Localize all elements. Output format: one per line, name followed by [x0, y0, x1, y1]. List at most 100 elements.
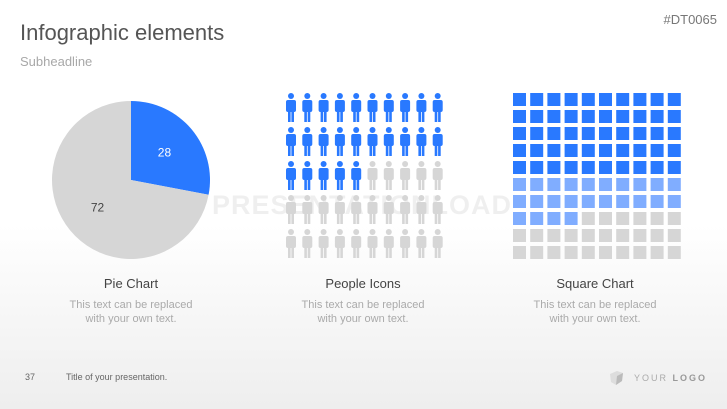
- square-cell: [547, 212, 561, 225]
- logo: YOUR LOGO: [608, 370, 707, 386]
- square-cell: [564, 246, 578, 259]
- square-cell: [530, 127, 544, 140]
- person-icon: [383, 229, 394, 258]
- square-cell: [581, 161, 595, 174]
- square-cell: [581, 195, 595, 208]
- square-cell: [667, 127, 681, 140]
- square-cell: [633, 195, 647, 208]
- square-cell: [530, 195, 544, 208]
- person-icon: [383, 127, 394, 156]
- person-icon: [302, 195, 313, 224]
- square-cell: [633, 161, 647, 174]
- people-icons-chart: [286, 93, 443, 258]
- square-cell: [513, 195, 526, 208]
- square-cell: [530, 93, 544, 106]
- square-cell: [633, 229, 647, 242]
- page-title: Infographic elements: [20, 20, 225, 45]
- person-icon: [383, 195, 394, 224]
- square-cell: [599, 144, 612, 157]
- square-cell: [581, 93, 595, 106]
- square-cell: [667, 212, 681, 225]
- square-cell: [581, 110, 595, 123]
- person-icon: [318, 127, 329, 156]
- square-cell: [616, 144, 630, 157]
- subheadline: Subheadline: [20, 54, 93, 69]
- square-cell: [633, 93, 647, 106]
- square-cell: [581, 178, 595, 191]
- square-cell: [633, 110, 647, 123]
- square-cell: [564, 93, 578, 106]
- person-icon: [351, 127, 362, 156]
- person-icon: [416, 93, 427, 122]
- person-icon: [400, 93, 411, 122]
- square-cell: [513, 127, 526, 140]
- square-cell: [547, 93, 561, 106]
- square-cell: [616, 93, 630, 106]
- square-cell: [633, 127, 647, 140]
- square-cell: [564, 212, 578, 225]
- square-cell: [616, 110, 630, 123]
- square-chart-description: This text can be replaced with your own t…: [533, 299, 657, 325]
- square-cell: [599, 178, 612, 191]
- pie-slice-label: 28: [158, 145, 172, 159]
- square-cell: [564, 110, 578, 123]
- square-chart: [513, 93, 681, 259]
- square-cell: [650, 246, 664, 259]
- square-cell: [650, 144, 664, 157]
- person-icon: [351, 93, 362, 122]
- square-cell: [616, 161, 630, 174]
- square-cell: [513, 212, 526, 225]
- square-cell: [633, 212, 647, 225]
- person-icon: [334, 93, 345, 122]
- square-cell: [530, 144, 544, 157]
- person-icon: [334, 161, 345, 190]
- square-cell: [530, 246, 544, 259]
- pie-chart-description: This text can be replaced with your own t…: [69, 299, 193, 325]
- pie-chart-label: Pie Chart: [103, 276, 159, 291]
- pie-chart: 28 72: [52, 101, 210, 259]
- square-cell: [650, 127, 664, 140]
- square-cell: [599, 110, 612, 123]
- cube-logo-icon: [610, 371, 623, 385]
- square-cell: [633, 178, 647, 191]
- square-cell: [650, 93, 664, 106]
- square-cell: [547, 246, 561, 259]
- square-cell: [513, 246, 526, 259]
- square-cell: [513, 229, 526, 242]
- square-cell: [667, 178, 681, 191]
- square-cell: [616, 127, 630, 140]
- person-icon: [286, 161, 296, 190]
- person-icon: [383, 161, 394, 190]
- pie-slice-label: 72: [91, 201, 105, 215]
- watermark: PRESENTATIONLOAD: [212, 190, 513, 220]
- square-cell: [547, 127, 561, 140]
- person-icon: [351, 229, 362, 258]
- person-icon: [432, 161, 443, 190]
- person-icon: [432, 195, 443, 224]
- square-cell: [564, 144, 578, 157]
- person-icon: [367, 229, 378, 258]
- person-icon: [432, 229, 443, 258]
- square-cell: [564, 161, 578, 174]
- square-cell: [667, 110, 681, 123]
- square-cell: [633, 246, 647, 259]
- person-icon: [286, 195, 296, 224]
- slide-code: #DT0065: [663, 12, 717, 27]
- square-cell: [667, 195, 681, 208]
- square-cell: [650, 110, 664, 123]
- person-icon: [400, 195, 411, 224]
- square-cell: [564, 229, 578, 242]
- person-icon: [334, 127, 345, 156]
- square-cell: [547, 144, 561, 157]
- square-cell: [530, 110, 544, 123]
- square-cell: [547, 195, 561, 208]
- square-cell: [667, 144, 681, 157]
- square-cell: [667, 229, 681, 242]
- square-cell: [547, 229, 561, 242]
- square-cell: [667, 161, 681, 174]
- person-icon: [302, 229, 313, 258]
- person-icon: [400, 229, 411, 258]
- page-number: 37: [25, 372, 36, 382]
- person-icon: [318, 195, 329, 224]
- square-cell: [599, 93, 612, 106]
